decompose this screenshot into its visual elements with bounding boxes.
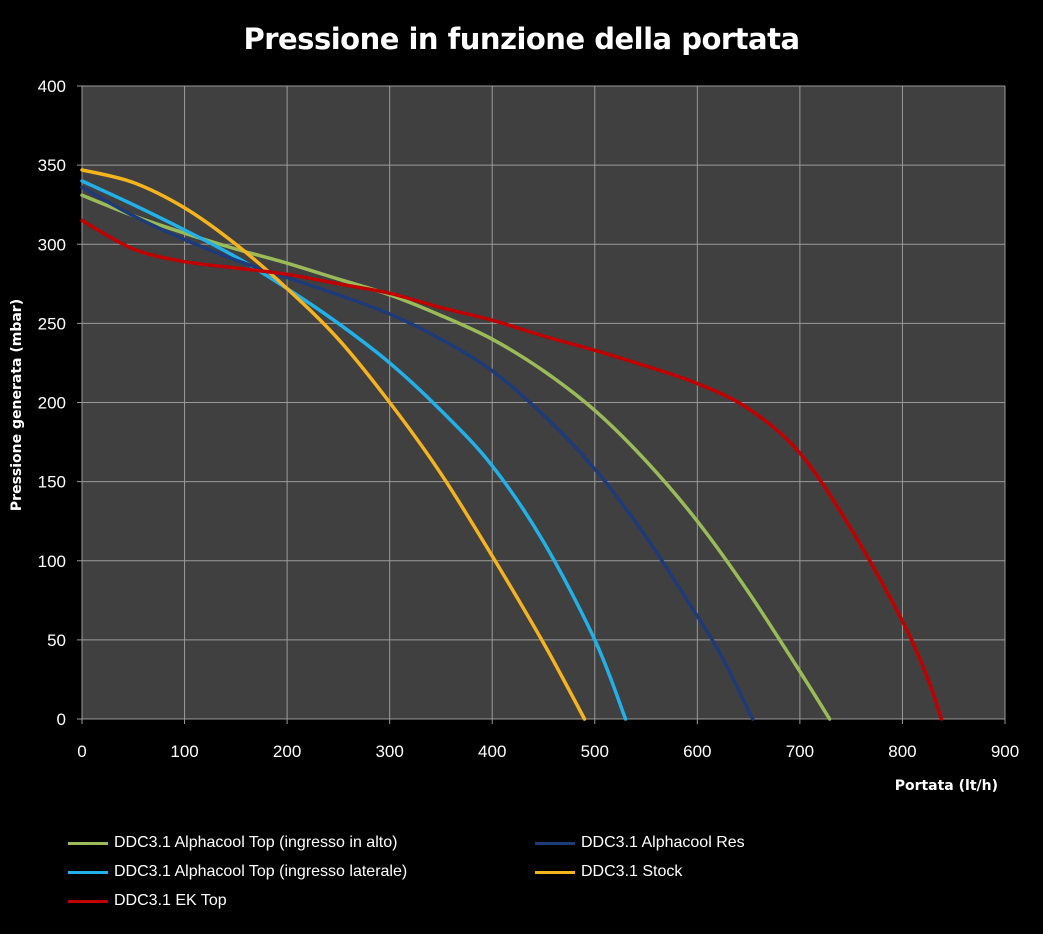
series-line-ddc3-1-alphacool-top-ingresso-laterale — [80, 179, 628, 721]
legend-swatch — [68, 841, 108, 845]
series-line-ddc3-1-stock — [80, 168, 587, 721]
x-tick-label: 100 — [170, 742, 198, 761]
y-tick-label: 350 — [38, 156, 66, 175]
x-tick-label: 800 — [888, 742, 916, 761]
y-tick-label: 0 — [57, 710, 66, 729]
legend-item: DDC3.1 Alphacool Top (ingresso in alto) — [68, 834, 397, 852]
legend-label: DDC3.1 Alphacool Top (ingresso laterale) — [114, 863, 408, 880]
legend-label: DDC3.1 Alphacool Top (ingresso in alto) — [114, 834, 398, 851]
legend-item: DDC3.1 Alphacool Top (ingresso laterale) — [68, 863, 407, 881]
series-line-ddc3-1-alphacool-res — [80, 185, 755, 721]
x-tick-label: 900 — [991, 742, 1019, 761]
series-line-ddc3-1-alphacool-top-ingresso-in-alto — [80, 193, 832, 721]
y-tick-label: 200 — [38, 394, 66, 413]
legend-label: DDC3.1 EK Top — [114, 892, 227, 909]
y-tick-label: 400 — [38, 77, 66, 96]
legend-label: DDC3.1 Stock — [581, 863, 683, 880]
x-tick-label: 0 — [77, 742, 86, 761]
legend-swatch — [68, 899, 108, 903]
x-tick-label: 600 — [683, 742, 711, 761]
x-axis-title: Portata (lt/h) — [894, 778, 998, 794]
chart-title: Pressione in funzione della portata — [243, 22, 800, 56]
legend-item: DDC3.1 Alphacool Res — [535, 834, 745, 852]
y-tick-label: 300 — [38, 235, 66, 254]
x-tick-label: 700 — [786, 742, 814, 761]
series-line-ddc3-1-ek-top — [80, 218, 944, 721]
x-tick-label: 400 — [478, 742, 506, 761]
legend-item: DDC3.1 Stock — [535, 863, 682, 881]
y-tick-label: 150 — [38, 473, 66, 492]
y-tick-label: 100 — [38, 552, 66, 571]
y-tick-label: 50 — [47, 631, 66, 650]
x-tick-label: 300 — [375, 742, 403, 761]
legend-label: DDC3.1 Alphacool Res — [581, 834, 745, 851]
legend-swatch — [535, 870, 575, 874]
x-tick-label: 500 — [581, 742, 609, 761]
y-tick-label: 250 — [38, 314, 66, 333]
legend-item: DDC3.1 EK Top — [68, 892, 227, 910]
legend-swatch — [535, 841, 575, 845]
legend-swatch — [68, 870, 108, 874]
x-tick-label: 200 — [273, 742, 301, 761]
